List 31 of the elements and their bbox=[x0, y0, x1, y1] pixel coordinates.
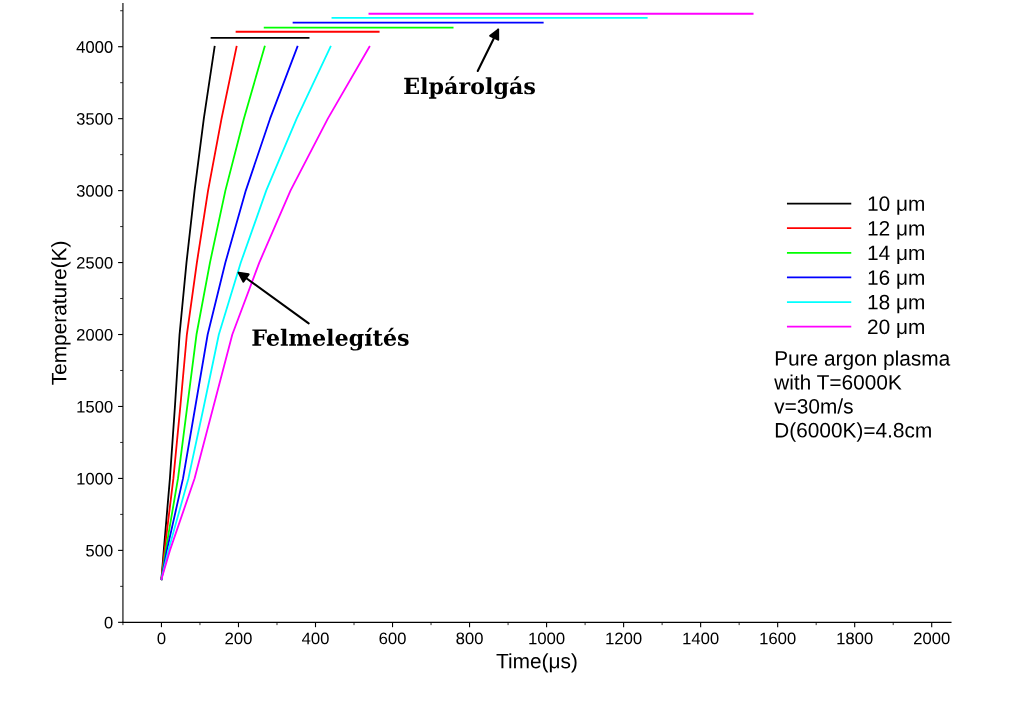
x-tick-label: 400 bbox=[301, 632, 329, 645]
y-tick-label: 2500 bbox=[76, 256, 113, 269]
y-axis-title: Temperature(K) bbox=[51, 241, 71, 385]
x-axis-title: Time(μs) bbox=[496, 653, 577, 673]
x-tick-label: 1600 bbox=[760, 632, 796, 645]
x-tick-label: 200 bbox=[225, 632, 252, 645]
legend-label: 20 μm bbox=[868, 319, 924, 338]
y-tick-label: 3000 bbox=[76, 185, 113, 197]
legend-label: 10 μm bbox=[868, 196, 924, 215]
annotation: Elpárolgás bbox=[404, 76, 535, 99]
legend-label: 18 μm bbox=[868, 294, 924, 314]
legend-label: 14 μm bbox=[868, 245, 924, 265]
legend-label: 16 μm bbox=[868, 270, 924, 289]
x-tick-label: 1000 bbox=[529, 632, 565, 645]
y-tick-label: 1000 bbox=[77, 472, 113, 485]
x-tick-label: 0 bbox=[157, 632, 166, 645]
y-tick-label: 500 bbox=[86, 544, 113, 557]
y-tick-label: 4000 bbox=[76, 41, 113, 53]
y-tick-label: 1500 bbox=[77, 400, 113, 413]
x-tick-label: 2000 bbox=[914, 632, 950, 645]
x-tick-label: 1800 bbox=[837, 632, 873, 645]
y-tick-label: 0 bbox=[104, 616, 113, 629]
y-tick-label: 2000 bbox=[76, 328, 113, 341]
x-tick-label: 1200 bbox=[606, 632, 642, 645]
x-tick-label: 600 bbox=[379, 632, 406, 645]
y-tick-label: 3500 bbox=[76, 113, 113, 125]
annotation: Felmelegítés bbox=[252, 327, 409, 351]
x-tick-label: 800 bbox=[456, 632, 483, 645]
annotation: Pure argon plasma with T=6000K v=30m/s D(6000K)=4.8cm bbox=[774, 350, 951, 442]
legend-label: 12 μm bbox=[868, 220, 924, 240]
x-tick-label: 1400 bbox=[683, 632, 719, 645]
